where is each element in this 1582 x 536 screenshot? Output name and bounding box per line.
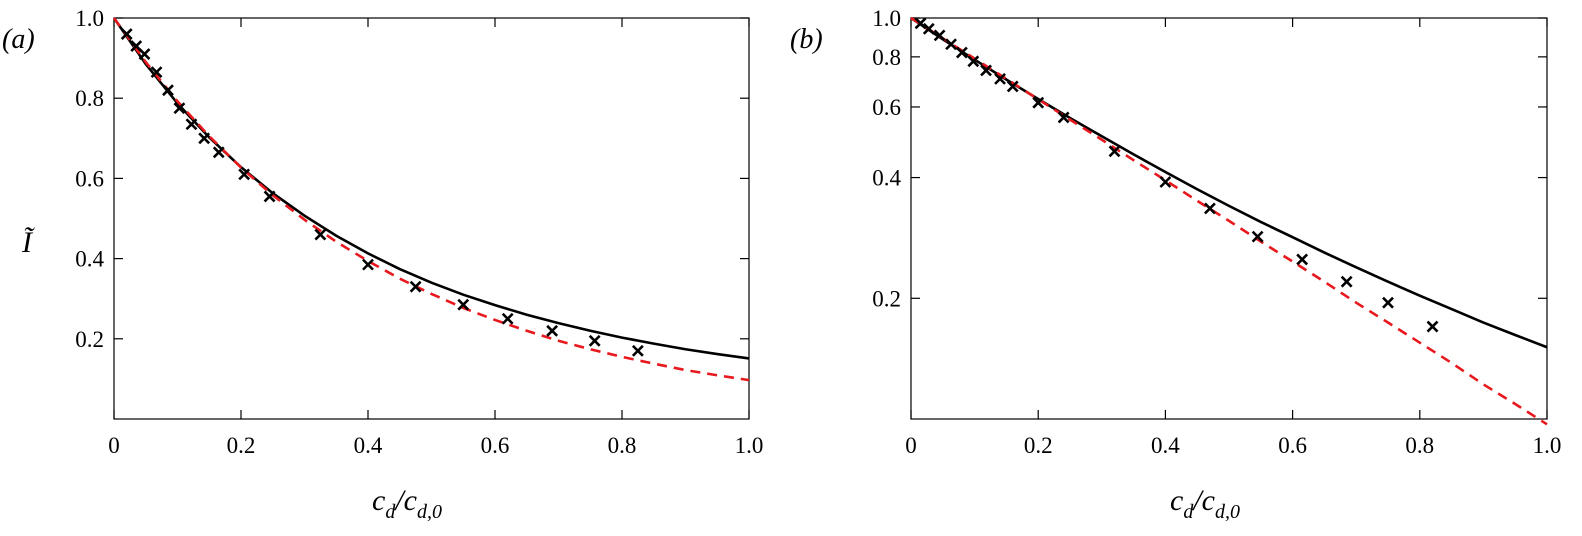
panel-b-marker-4 bbox=[955, 46, 968, 59]
panel-a-label: (a) bbox=[2, 24, 35, 55]
panel-b-marker-0 bbox=[914, 17, 927, 30]
panel-b-marker-18 bbox=[1426, 320, 1439, 333]
panel-a-marker-18 bbox=[631, 344, 644, 357]
panel-a-marker-8 bbox=[212, 146, 225, 159]
panel-b-marker-1 bbox=[922, 22, 935, 35]
panel-a-marker-16 bbox=[546, 324, 559, 337]
panel-a-marker-3 bbox=[150, 66, 163, 79]
panel-b-marker-13 bbox=[1204, 202, 1216, 215]
panel-a-marker-15 bbox=[501, 312, 514, 325]
panel-a-marker-6 bbox=[185, 118, 198, 131]
panel-b-plot-frame bbox=[910, 17, 1548, 420]
panel-a-marker-2 bbox=[138, 48, 151, 61]
panel-a-marker-13 bbox=[409, 280, 422, 293]
panel-b-marker-12 bbox=[1159, 176, 1172, 188]
panel-a-marker-4 bbox=[162, 84, 174, 97]
panel-a-dashed-red-curve bbox=[112, 17, 750, 382]
panel-b-marker-9 bbox=[1032, 96, 1045, 109]
panel-b-label: (b) bbox=[790, 24, 823, 55]
panel-b-y-tick-label-3: 0.8 bbox=[872, 45, 901, 70]
panel-b-marker-10 bbox=[1057, 111, 1070, 124]
panel-b-marker-17 bbox=[1382, 296, 1394, 309]
panel-b-x-tick-label-3: 0.6 bbox=[1278, 433, 1307, 458]
panel-b-y-tick-label-4: 1.0 bbox=[872, 6, 901, 31]
panel-a-marker-10 bbox=[263, 190, 276, 203]
panel-a-x-tick-label-4: 0.8 bbox=[608, 433, 637, 458]
panel-b-x-tick-label-1: 0.2 bbox=[1024, 433, 1053, 458]
panel-b-marker-11 bbox=[1108, 145, 1121, 158]
panel-b-xlabel: cd/cd,0 bbox=[1170, 484, 1240, 523]
panel-a-plot-frame bbox=[113, 17, 750, 420]
panel-a-marker-9 bbox=[238, 168, 251, 181]
panel-b-y-tick-label-1: 0.4 bbox=[872, 166, 901, 191]
panel-b-marker-8 bbox=[1006, 80, 1019, 93]
panel-a-solid-black-curve bbox=[112, 17, 750, 360]
panel-b-x-tick-label-5: 1.0 bbox=[1533, 433, 1562, 458]
panel-a-x-tick-label-1: 0.2 bbox=[227, 433, 256, 458]
panel-b-marker-7 bbox=[994, 72, 1006, 85]
panel-b-solid-black-curve bbox=[910, 16, 1548, 349]
panel-b-x-tick-label-4: 0.8 bbox=[1405, 433, 1434, 458]
panel-b-marker-15 bbox=[1296, 253, 1309, 266]
panel-b-dashed-red-curve bbox=[910, 16, 1548, 426]
panel-a-x-tick-label-3: 0.6 bbox=[481, 433, 510, 458]
panel-a-marker-12 bbox=[362, 258, 374, 271]
panel-a-y-tick-label-1: 0.4 bbox=[75, 247, 104, 272]
panel-a-markers bbox=[120, 28, 644, 357]
panel-a-marker-11 bbox=[314, 228, 327, 241]
panel-a: (a) Ĩ cd/cd,0 0 0.2 0.4 0.6 0.8 1.0 0.2 0.4 0.6 0… bbox=[2, 6, 763, 523]
panel-a-marker-7 bbox=[198, 132, 211, 145]
panel-a-marker-0 bbox=[120, 28, 133, 40]
panel-a-marker-5 bbox=[173, 102, 186, 115]
panel-b-y-tick-label-0: 0.2 bbox=[872, 286, 901, 311]
panel-b-marker-5 bbox=[967, 55, 980, 68]
panel-b-marker-14 bbox=[1251, 230, 1264, 243]
panel-b-marker-6 bbox=[980, 64, 992, 77]
panel-a-marker-14 bbox=[457, 298, 470, 311]
panel-b-marker-3 bbox=[945, 38, 957, 51]
panel-b-x-tick-label-2: 0.4 bbox=[1151, 433, 1180, 458]
panel-a-x-tick-label-2: 0.4 bbox=[354, 433, 383, 458]
panel-a-xlabel: cd/cd,0 bbox=[372, 484, 442, 523]
panel-b-x-tick-label-0: 0 bbox=[905, 433, 917, 458]
panel-b-marker-16 bbox=[1340, 275, 1353, 288]
panel-b-y-tick-label-2: 0.6 bbox=[872, 95, 901, 120]
panel-b-markers bbox=[914, 17, 1439, 333]
panel-a-x-tick-label-0: 0 bbox=[108, 433, 120, 458]
panel-a-y-tick-label-4: 1.0 bbox=[75, 6, 104, 31]
panel-a-y-tick-label-0: 0.2 bbox=[75, 327, 104, 352]
panel-b: (b) cd/cd,0 0 0.2 0.4 0.6 0.8 1.0 0.2 0.4 0.6 0.8… bbox=[790, 6, 1561, 523]
panel-b-marker-2 bbox=[933, 29, 946, 42]
panel-a-y-tick-label-3: 0.8 bbox=[75, 86, 104, 111]
panel-a-ylabel: Ĩ bbox=[21, 226, 35, 259]
panel-a-x-tick-label-5: 1.0 bbox=[735, 433, 764, 458]
panel-a-marker-17 bbox=[588, 334, 601, 347]
panel-a-y-tick-label-2: 0.6 bbox=[75, 166, 104, 191]
